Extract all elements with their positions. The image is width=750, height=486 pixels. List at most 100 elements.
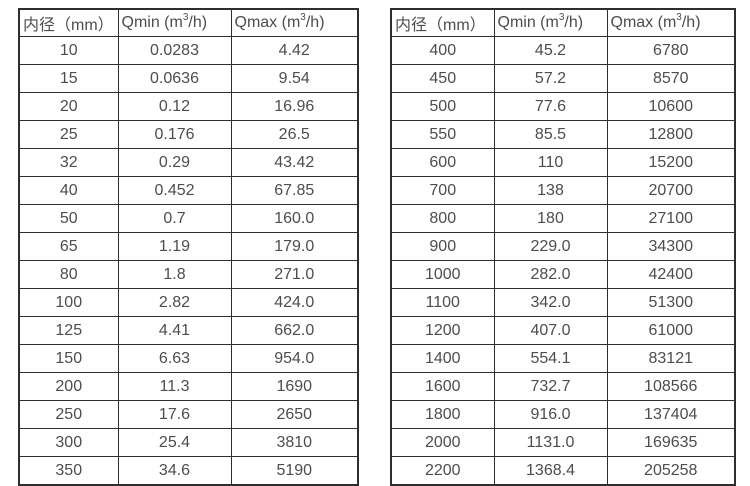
cell-qmin: 229.0 [493, 232, 608, 261]
cell-qmin: 1.8 [117, 260, 232, 289]
table-row: 2000 1131.0 169635 [390, 428, 736, 457]
table-row: 1400 554.1 83121 [390, 344, 736, 373]
table-row: 50 0.7 160.0 [18, 204, 359, 233]
cell-inner-diameter: 400 [390, 36, 495, 65]
table-row: 125 4.41 662.0 [18, 316, 359, 345]
cell-qmax: 108566 [606, 372, 736, 401]
cell-qmin: 85.5 [493, 120, 608, 149]
cell-inner-diameter: 1200 [390, 316, 495, 345]
cell-inner-diameter: 1800 [390, 400, 495, 429]
table-row: 2200 1368.4 205258 [390, 456, 736, 486]
table-row: 800 180 27100 [390, 204, 736, 233]
cell-inner-diameter: 1400 [390, 344, 495, 373]
table-row: 500 77.6 10600 [390, 92, 736, 121]
cell-qmin: 4.41 [117, 316, 232, 345]
cell-qmin: 1131.0 [493, 428, 608, 457]
col-header-qmax: Qmax (m3/h) [606, 8, 736, 37]
table-row: 32 0.29 43.42 [18, 148, 359, 177]
cell-qmin: 1368.4 [493, 456, 608, 486]
table-row: 550 85.5 12800 [390, 120, 736, 149]
cell-qmax: 10600 [606, 92, 736, 121]
cell-inner-diameter: 450 [390, 64, 495, 93]
cell-qmax: 662.0 [230, 316, 359, 345]
cell-qmin: 0.452 [117, 176, 232, 205]
table-row: 20 0.12 16.96 [18, 92, 359, 121]
col-header-qmax: Qmax (m3/h) [230, 8, 359, 37]
cell-qmax: 26.5 [230, 120, 359, 149]
table-row: 900 229.0 34300 [390, 232, 736, 261]
cell-qmin: 0.176 [117, 120, 232, 149]
table-body: 400 45.2 6780 450 57.2 8570 500 77.6 10600 550 85.… [390, 36, 736, 486]
table-row: 700 138 20700 [390, 176, 736, 205]
table-row: 65 1.19 179.0 [18, 232, 359, 261]
cell-qmax: 9.54 [230, 64, 359, 93]
table-row: 400 45.2 6780 [390, 36, 736, 65]
cell-inner-diameter: 80 [18, 260, 119, 289]
cell-qmin: 1.19 [117, 232, 232, 261]
cell-qmin: 2.82 [117, 288, 232, 317]
col-header-qmin: Qmin (m3/h) [493, 8, 608, 37]
cell-qmin: 732.7 [493, 372, 608, 401]
cell-qmax: 43.42 [230, 148, 359, 177]
cell-inner-diameter: 1100 [390, 288, 495, 317]
cell-qmin: 554.1 [493, 344, 608, 373]
cell-qmax: 67.85 [230, 176, 359, 205]
table-row: 40 0.452 67.85 [18, 176, 359, 205]
cell-inner-diameter: 500 [390, 92, 495, 121]
cell-inner-diameter: 200 [18, 372, 119, 401]
cell-qmin: 0.7 [117, 204, 232, 233]
table-body: 10 0.0283 4.42 15 0.0636 9.54 20 0.12 16.96 25 0.1… [18, 36, 359, 486]
cell-inner-diameter: 100 [18, 288, 119, 317]
table-row: 600 110 15200 [390, 148, 736, 177]
col-header-inner-diameter: 内径（mm） [390, 8, 495, 37]
cell-qmax: 2650 [230, 400, 359, 429]
cell-qmin: 45.2 [493, 36, 608, 65]
table-row: 1000 282.0 42400 [390, 260, 736, 289]
cell-qmax: 8570 [606, 64, 736, 93]
cell-qmax: 16.96 [230, 92, 359, 121]
cell-qmax: 179.0 [230, 232, 359, 261]
cell-inner-diameter: 1000 [390, 260, 495, 289]
header-row: 内径（mm） Qmin (m3/h) Qmax (m3/h) [18, 8, 359, 37]
cell-qmin: 0.0636 [117, 64, 232, 93]
cell-inner-diameter: 150 [18, 344, 119, 373]
cell-qmax: 83121 [606, 344, 736, 373]
cell-qmin: 25.4 [117, 428, 232, 457]
cell-inner-diameter: 15 [18, 64, 119, 93]
table-row: 200 11.3 1690 [18, 372, 359, 401]
header-row: 内径（mm） Qmin (m3/h) Qmax (m3/h) [390, 8, 736, 37]
cell-qmin: 0.0283 [117, 36, 232, 65]
cell-inner-diameter: 50 [18, 204, 119, 233]
table-row: 150 6.63 954.0 [18, 344, 359, 373]
cell-inner-diameter: 600 [390, 148, 495, 177]
cell-qmax: 42400 [606, 260, 736, 289]
cell-inner-diameter: 2200 [390, 456, 495, 486]
cell-inner-diameter: 65 [18, 232, 119, 261]
table-row: 450 57.2 8570 [390, 64, 736, 93]
cell-qmax: 51300 [606, 288, 736, 317]
table-row: 300 25.4 3810 [18, 428, 359, 457]
cell-qmin: 180 [493, 204, 608, 233]
cell-qmax: 5190 [230, 456, 359, 486]
table-row: 350 34.6 5190 [18, 456, 359, 486]
cell-qmax: 424.0 [230, 288, 359, 317]
table-row: 1100 342.0 51300 [390, 288, 736, 317]
cell-qmax: 20700 [606, 176, 736, 205]
cell-qmax: 169635 [606, 428, 736, 457]
flow-table-large-diameters: 内径（mm） Qmin (m3/h) Qmax (m3/h) 400 45.2 67… [390, 8, 736, 486]
cell-inner-diameter: 40 [18, 176, 119, 205]
col-header-inner-diameter: 内径（mm） [18, 8, 119, 37]
cell-qmin: 6.63 [117, 344, 232, 373]
cell-inner-diameter: 125 [18, 316, 119, 345]
cell-inner-diameter: 20 [18, 92, 119, 121]
cell-qmin: 11.3 [117, 372, 232, 401]
cell-inner-diameter: 10 [18, 36, 119, 65]
cell-qmax: 12800 [606, 120, 736, 149]
cell-qmin: 34.6 [117, 456, 232, 486]
cell-qmax: 137404 [606, 400, 736, 429]
table-row: 1600 732.7 108566 [390, 372, 736, 401]
cell-qmax: 205258 [606, 456, 736, 486]
cell-inner-diameter: 2000 [390, 428, 495, 457]
cell-qmin: 342.0 [493, 288, 608, 317]
cell-qmax: 3810 [230, 428, 359, 457]
